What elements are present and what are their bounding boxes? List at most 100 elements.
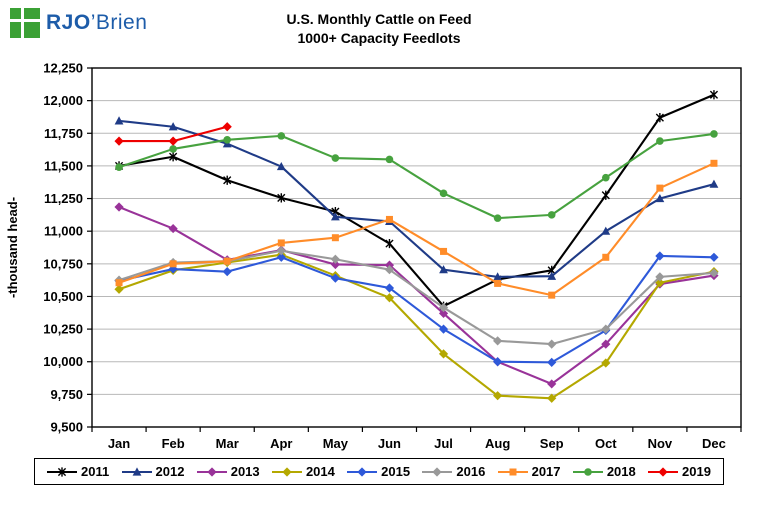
x-tick-label: Jan bbox=[108, 436, 130, 451]
logo-vertical-bar bbox=[21, 8, 25, 38]
marker-square bbox=[509, 468, 517, 475]
marker-diamond bbox=[357, 466, 367, 477]
legend-marker-2019 bbox=[648, 466, 679, 477]
logo-horizontal-bar bbox=[10, 19, 40, 23]
marker-diamond bbox=[438, 302, 449, 313]
line-chart: 9,500 9,750 10,000 10,250 10,500 10,750 11,000… bbox=[5, 61, 742, 451]
marker-diamond bbox=[114, 284, 124, 294]
x-tick-label: Jun bbox=[378, 436, 401, 451]
marker-square bbox=[602, 253, 610, 261]
series-2011 bbox=[114, 90, 719, 311]
marker-square bbox=[656, 184, 664, 192]
legend-label: 2011 bbox=[81, 464, 110, 479]
marker-triangle bbox=[276, 161, 286, 171]
y-tick-label: 9,750 bbox=[50, 387, 83, 402]
marker-square bbox=[548, 291, 556, 299]
marker-star bbox=[223, 175, 232, 185]
y-tick-label: 10,000 bbox=[43, 354, 83, 369]
y-tick-label: 11,250 bbox=[44, 191, 83, 206]
marker-diamond bbox=[547, 357, 557, 367]
marker-triangle bbox=[709, 179, 719, 188]
marker-triangle bbox=[439, 265, 448, 274]
x-tick-label: Feb bbox=[162, 436, 185, 451]
marker-square bbox=[115, 279, 123, 287]
legend-label: 2013 bbox=[230, 464, 260, 479]
marker-triangle bbox=[114, 116, 124, 125]
marker-circle bbox=[601, 173, 610, 182]
marker-diamond bbox=[384, 293, 395, 303]
legend-marker-2015 bbox=[347, 466, 378, 477]
y-tick-label: 9,500 bbox=[50, 420, 83, 435]
marker-star bbox=[57, 466, 67, 477]
marker-diamond bbox=[114, 136, 124, 146]
marker-square bbox=[169, 260, 177, 268]
marker-diamond bbox=[658, 466, 668, 477]
marker-square bbox=[277, 239, 285, 247]
y-tick-label: 10,500 bbox=[43, 289, 83, 304]
marker-diamond bbox=[282, 466, 292, 477]
legend-label: 2017 bbox=[531, 464, 561, 479]
rjo-brien-logo: RJO’Brien bbox=[10, 8, 147, 38]
marker-triangle bbox=[547, 271, 557, 280]
x-tick-label: Dec bbox=[702, 436, 726, 451]
y-tick-label: 10,750 bbox=[43, 256, 83, 271]
legend-label: 2014 bbox=[305, 464, 335, 479]
marker-diamond bbox=[222, 267, 232, 277]
legend-item-2017: 2017 bbox=[497, 464, 561, 479]
marker-triangle bbox=[493, 272, 503, 281]
marker-circle bbox=[439, 189, 448, 198]
logo-text: RJO’Brien bbox=[46, 11, 147, 35]
marker-diamond bbox=[547, 393, 557, 403]
marker-diamond bbox=[493, 336, 503, 346]
marker-diamond bbox=[438, 308, 449, 319]
marker-diamond bbox=[601, 358, 611, 368]
marker-diamond bbox=[709, 268, 719, 278]
y-tick-label: 12,250 bbox=[43, 61, 83, 76]
marker-diamond bbox=[547, 339, 557, 349]
legend-label: 2019 bbox=[682, 464, 711, 479]
series-line bbox=[118, 253, 715, 400]
marker-diamond bbox=[114, 202, 124, 212]
logo-text-bold: RJO bbox=[46, 11, 91, 34]
marker-triangle bbox=[330, 212, 340, 221]
x-tick-label: Jul bbox=[434, 436, 453, 451]
marker-diamond bbox=[601, 339, 611, 349]
legend-item-2016: 2016 bbox=[422, 464, 485, 479]
marker-diamond bbox=[276, 246, 286, 256]
marker-diamond bbox=[222, 122, 232, 132]
series-2017 bbox=[115, 159, 718, 299]
title-block: U.S. Monthly Cattle on Feed 1000+ Capaci… bbox=[0, 0, 758, 48]
marker-star bbox=[655, 113, 664, 123]
marker-circle bbox=[277, 132, 286, 140]
marker-diamond bbox=[168, 136, 178, 146]
marker-diamond bbox=[330, 254, 340, 264]
y-tick-label: 11,000 bbox=[44, 224, 83, 239]
legend-marker-2013 bbox=[196, 466, 227, 477]
marker-diamond bbox=[547, 379, 557, 389]
marker-square bbox=[223, 257, 231, 265]
x-tick-label: Sep bbox=[540, 436, 564, 451]
legend-item-2012: 2012 bbox=[121, 464, 184, 479]
marker-triangle bbox=[168, 122, 178, 131]
marker-diamond bbox=[601, 324, 611, 334]
series-line bbox=[118, 162, 715, 297]
marker-circle bbox=[223, 136, 232, 144]
marker-diamond bbox=[655, 272, 665, 282]
legend-item-2011: 2011 bbox=[47, 464, 109, 479]
legend-marker-2017 bbox=[497, 468, 528, 475]
marker-circle bbox=[656, 137, 664, 145]
marker-circle bbox=[547, 211, 556, 219]
legend: 2011 2012 2013 2014 2015 2016 2017 2018 2019 bbox=[34, 458, 724, 485]
marker-diamond bbox=[493, 391, 503, 401]
y-axis-title: -thousand head- bbox=[5, 197, 20, 298]
marker-circle bbox=[385, 155, 394, 164]
x-tick-label: Nov bbox=[648, 436, 673, 451]
marker-diamond bbox=[168, 223, 178, 234]
marker-square bbox=[710, 159, 718, 167]
legend-item-2013: 2013 bbox=[196, 464, 260, 479]
series-line bbox=[118, 93, 715, 308]
marker-diamond bbox=[207, 466, 217, 477]
y-tick-label: 10,250 bbox=[43, 322, 83, 337]
plot-border bbox=[91, 67, 742, 428]
